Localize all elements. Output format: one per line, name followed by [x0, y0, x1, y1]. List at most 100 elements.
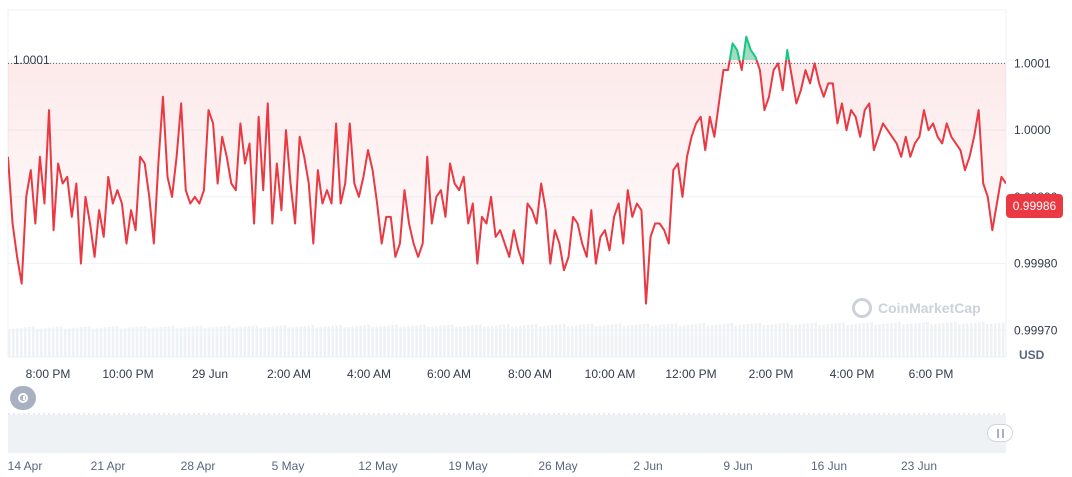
- x-tick-label: 2:00 AM: [267, 367, 311, 381]
- volume-bar: [59, 326, 63, 357]
- volume-bar: [275, 326, 279, 357]
- volume-bar: [610, 324, 614, 357]
- volume-bar: [43, 328, 47, 357]
- volume-bar: [227, 325, 231, 357]
- navigator-date-label: 23 Jun: [901, 459, 937, 473]
- volume-bar: [930, 324, 933, 357]
- volume-bar: [107, 326, 111, 357]
- volume-bar: [179, 327, 183, 357]
- x-tick-label: 29 Jun: [192, 367, 228, 381]
- volume-bar: [175, 328, 179, 357]
- x-tick-label: 6:00 PM: [909, 367, 954, 381]
- volume-bar: [387, 325, 390, 357]
- volume-bar: [662, 324, 666, 357]
- volume-bar: [538, 326, 542, 357]
- volume-bar: [147, 328, 151, 357]
- volume-bar: [215, 326, 219, 357]
- volume-bar: [187, 326, 191, 357]
- y-tick-label: 0.99970: [1014, 323, 1058, 337]
- volume-bar: [910, 323, 913, 357]
- volume-bar: [455, 326, 458, 357]
- volume-bar: [770, 324, 774, 357]
- history-button[interactable]: [10, 386, 36, 410]
- volume-bar: [319, 327, 322, 357]
- price-area-fill-above: [729, 36, 789, 60]
- volume-bar: [231, 327, 235, 357]
- volume-bar: [642, 323, 646, 357]
- navigator-date-label: 19 May: [448, 459, 487, 473]
- volume-bar: [159, 327, 163, 357]
- volume-bar: [323, 326, 326, 357]
- volume-bar: [331, 325, 334, 357]
- x-tick-label: 10:00 PM: [102, 367, 153, 381]
- volume-bar: [826, 324, 829, 357]
- volume-bar: [439, 325, 442, 357]
- volume-bar: [239, 327, 243, 357]
- volume-bar: [602, 325, 606, 357]
- volume-bar: [95, 328, 99, 357]
- navigator-handle[interactable]: [987, 424, 1013, 442]
- x-tick-label: 2:00 PM: [749, 367, 794, 381]
- volume-bar: [531, 324, 534, 357]
- volume-bar: [598, 325, 602, 357]
- volume-bar: [63, 328, 67, 357]
- volume-bar: [714, 324, 718, 357]
- volume-bar: [590, 323, 594, 357]
- volume-bar: [139, 326, 143, 357]
- volume-bar: [730, 323, 734, 357]
- volume-bar: [235, 327, 239, 357]
- volume-bar: [574, 325, 578, 357]
- volume-bar: [870, 322, 873, 357]
- volume-bar: [958, 324, 961, 357]
- volume-bar: [686, 324, 690, 357]
- volume-bar: [842, 322, 845, 357]
- volume-bar: [32, 326, 35, 357]
- volume-bar: [858, 323, 861, 357]
- volume-bar: [371, 327, 374, 357]
- volume-bar: [726, 323, 730, 357]
- navigator-date-labels: 14 Apr 21 Apr 28 Apr 5 May 12 May 19 May 26 Ma…: [8, 459, 937, 473]
- volume-bar: [906, 324, 909, 357]
- volume-bar: [367, 324, 370, 357]
- volume-bar: [938, 323, 941, 357]
- volume-bar: [351, 326, 354, 357]
- volume-bar: [259, 327, 263, 357]
- volume-bar: [71, 327, 75, 357]
- volume-bar: [291, 327, 294, 357]
- volume-bar: [854, 324, 857, 357]
- volume-bar: [327, 326, 330, 357]
- volume-bar: [926, 322, 929, 357]
- x-tick-label: 6:00 AM: [427, 367, 471, 381]
- volume-bar: [550, 325, 554, 357]
- volume-bar: [542, 325, 546, 357]
- volume-bar: [766, 324, 770, 357]
- volume-bar: [626, 325, 630, 357]
- reference-price-label: 1.0001: [13, 53, 50, 67]
- volume-bar: [762, 325, 766, 357]
- volume-bar: [990, 323, 993, 357]
- volume-bar: [39, 328, 43, 357]
- volume-bar: [347, 326, 350, 357]
- volume-bars: [8, 321, 1005, 357]
- volume-bar: [499, 324, 502, 357]
- x-tick-label: 10:00 AM: [585, 367, 636, 381]
- volume-bar: [866, 322, 869, 357]
- volume-bar: [846, 324, 849, 357]
- volume-bar: [690, 324, 694, 357]
- volume-bar: [974, 322, 977, 357]
- y-tick-label: 1.0000: [1014, 123, 1051, 137]
- volume-bar: [479, 324, 482, 357]
- range-navigator[interactable]: [8, 415, 1006, 453]
- volume-bar: [902, 324, 905, 357]
- volume-bar: [28, 326, 31, 357]
- volume-bar: [135, 326, 139, 357]
- volume-bar: [682, 325, 686, 357]
- volume-bar: [654, 325, 658, 357]
- volume-bar: [742, 324, 746, 357]
- navigator-date-label: 9 Jun: [723, 459, 752, 473]
- volume-bar: [79, 327, 83, 357]
- volume-bar: [399, 327, 402, 357]
- volume-bar: [862, 323, 865, 357]
- volume-bar: [123, 328, 127, 357]
